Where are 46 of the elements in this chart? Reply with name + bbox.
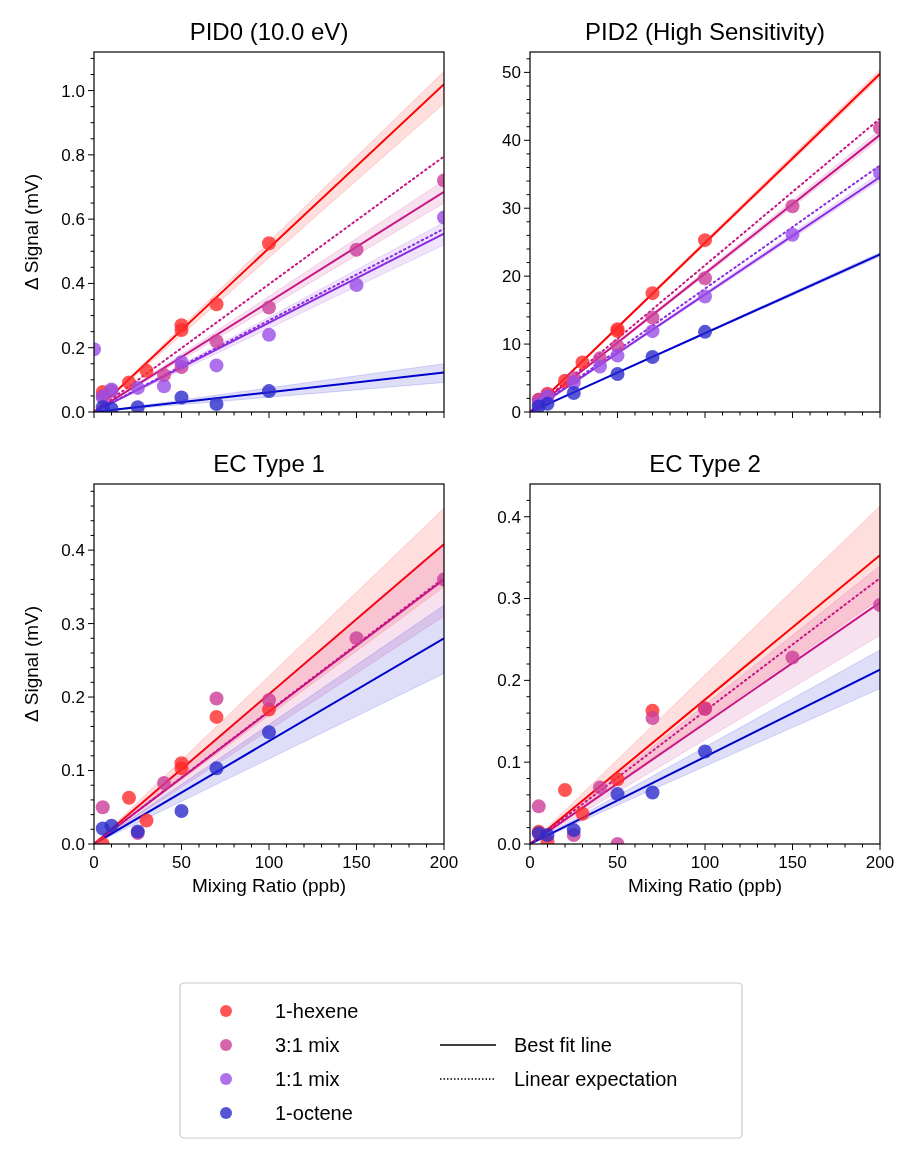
y-tick-label: 40 xyxy=(502,131,521,151)
y-tick-label: 0.2 xyxy=(497,671,521,691)
y-tick-label: 0.0 xyxy=(61,402,85,422)
y-axis-title: Δ Signal (mV) xyxy=(21,605,42,723)
y-tick-label: 0.0 xyxy=(61,834,85,854)
legend-label: 1-octene xyxy=(275,1102,353,1124)
x-tick-label: 200 xyxy=(429,853,459,872)
chart-title: PID2 (High Sensitivity) xyxy=(584,18,826,45)
legend-label: 3:1 mix xyxy=(275,1034,340,1056)
y-tick-label: 50 xyxy=(502,63,521,83)
y-tick-label: 0.8 xyxy=(61,145,85,165)
x-tick-label: 100 xyxy=(690,853,720,872)
x-tick-label: 0 xyxy=(89,853,99,872)
chart-title: EC Type 1 xyxy=(213,450,325,477)
x-tick-label: 0 xyxy=(525,853,535,872)
y-tick-label: 0.2 xyxy=(61,688,85,708)
legend-label: 1-hexene xyxy=(275,1000,359,1022)
y-tick-label: 30 xyxy=(502,199,521,219)
x-tick-label: 50 xyxy=(172,853,191,872)
x-tick-label: 150 xyxy=(342,853,371,872)
y-tick-label: 0.6 xyxy=(61,210,85,230)
x-tick-label: 200 xyxy=(865,853,895,872)
y-tick-label: 0.3 xyxy=(497,589,521,609)
y-tick-label: 0.2 xyxy=(61,338,85,358)
y-tick-label: 0.0 xyxy=(497,834,521,854)
x-tick-label: 100 xyxy=(254,853,284,872)
x-tick-label: 150 xyxy=(778,853,807,872)
chart-title: EC Type 2 xyxy=(649,450,761,477)
x-axis-title: Mixing Ratio (ppb) xyxy=(627,875,783,896)
y-tick-label: 1.0 xyxy=(61,81,85,101)
x-tick-label: 50 xyxy=(608,853,627,872)
y-tick-label: 0.4 xyxy=(61,541,85,561)
text: Best fit line xyxy=(514,1034,612,1056)
y-tick-label: 0.4 xyxy=(497,507,521,527)
y-tick-label: 10 xyxy=(502,335,521,355)
y-tick-label: 20 xyxy=(502,267,521,287)
chart-title: PID0 (10.0 eV) xyxy=(189,18,349,45)
legend-label: 1:1 mix xyxy=(275,1068,340,1090)
y-tick-label: 0.3 xyxy=(61,614,85,634)
text: Linear expectation xyxy=(514,1068,678,1090)
y-axis-title: Δ Signal (mV) xyxy=(21,173,42,291)
x-axis-title: Mixing Ratio (ppb) xyxy=(191,875,347,896)
y-tick-label: 0.4 xyxy=(61,274,85,294)
y-tick-label: 0.1 xyxy=(61,761,85,781)
y-tick-label: 0.1 xyxy=(497,753,521,773)
y-tick-label: 0 xyxy=(511,402,521,422)
